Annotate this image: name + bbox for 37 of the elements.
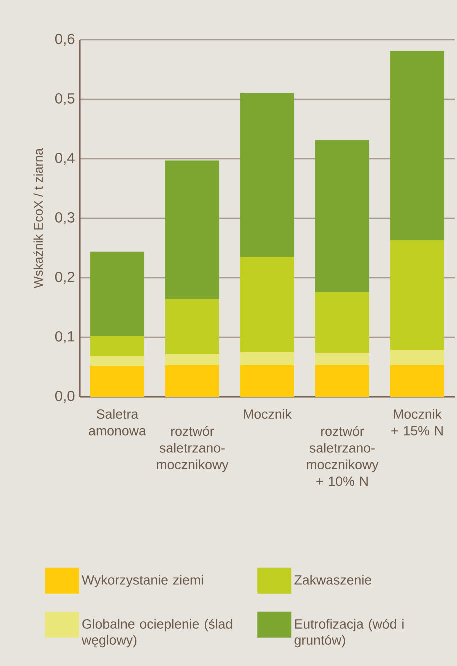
bar: [166, 354, 220, 366]
y-tick-label: 0,5: [55, 93, 75, 106]
bar: [390, 240, 445, 350]
bar: [90, 366, 145, 397]
x-tick-label: Mocznik: [244, 409, 292, 420]
x-tick-label: Mocznik + 15% N: [392, 409, 443, 436]
x-tick-label: roztwór saletrzano-mocznikowy: [157, 426, 229, 472]
bar: [316, 140, 370, 292]
legend-label: Wykorzystanie ziemi: [82, 575, 204, 588]
y-tick-label: 0,0: [55, 390, 75, 404]
legend-label: Eutrofizacja (wód i gruntów): [294, 619, 404, 648]
bar: [390, 51, 445, 241]
bar: [240, 352, 294, 366]
y-tick-label: 0,2: [55, 272, 75, 284]
bar: [316, 365, 370, 397]
x-tick-label: Saletra amonowa: [89, 409, 146, 436]
y-tick-label: 0,6: [55, 34, 75, 46]
bar: [240, 257, 294, 352]
y-tick-label: 0,1: [55, 331, 75, 344]
bar: [316, 352, 370, 366]
bar: [90, 336, 145, 357]
bar: [166, 160, 220, 300]
legend-label: Globalne ocieplenie (ślad węglowy): [82, 619, 232, 648]
y-axis-title: Wskaźnik EcoX / t ziarna: [34, 148, 44, 288]
bar: [390, 365, 445, 397]
y-tick-label: 0,4: [55, 152, 75, 166]
legend-label: Zakwaszenie: [294, 575, 372, 585]
bar: [90, 356, 145, 366]
bar: [166, 299, 220, 354]
bar: [316, 292, 370, 353]
bar: [390, 350, 445, 366]
bar: [166, 365, 220, 397]
bar: [240, 92, 294, 258]
bar: [240, 365, 294, 397]
x-tick-label: roztwór saletrzano-mocznikowy + 10% N: [307, 426, 379, 486]
y-tick-label: 0,3: [55, 212, 75, 225]
bar: [90, 252, 145, 336]
